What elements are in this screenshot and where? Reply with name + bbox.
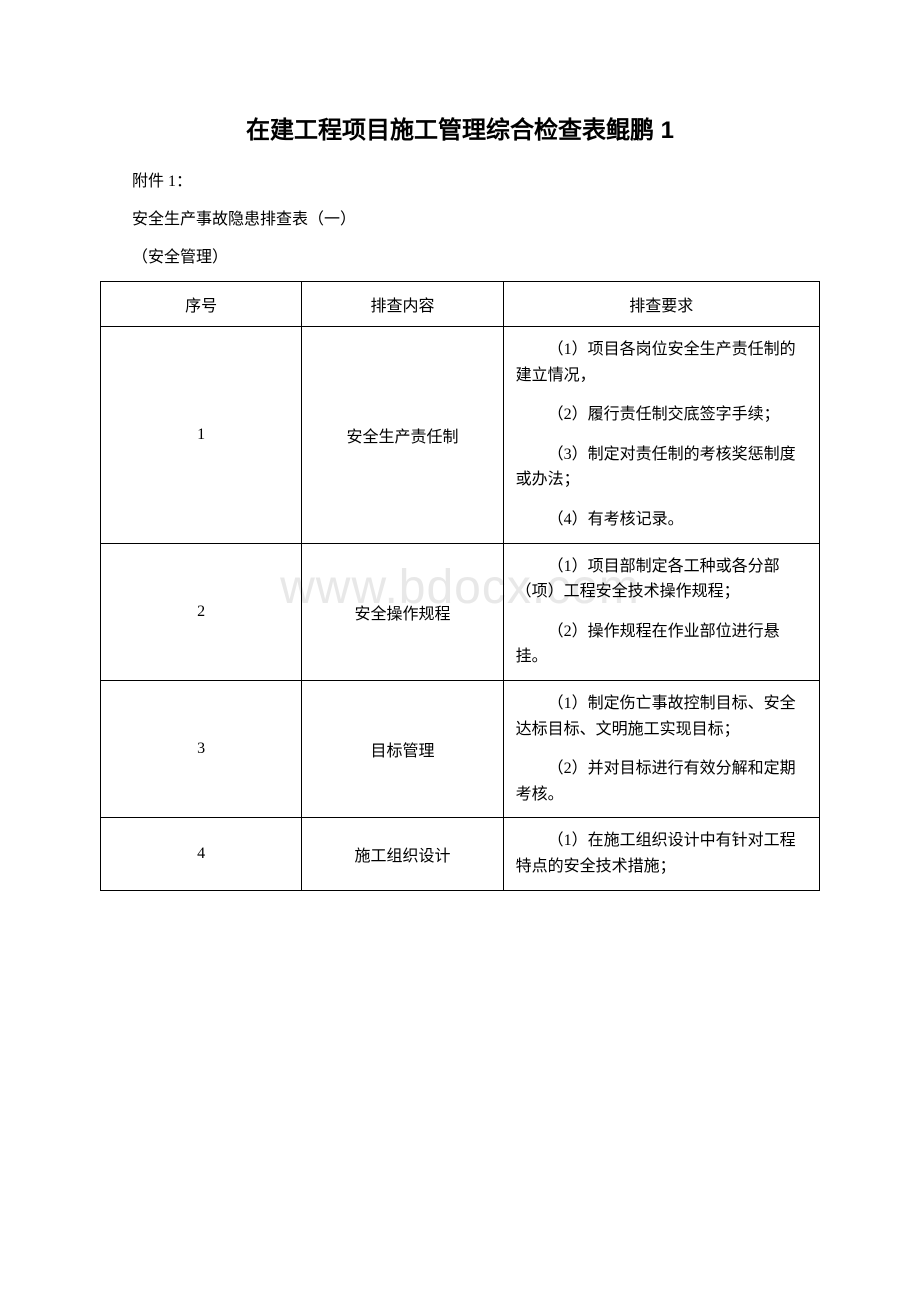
table-row: 3 目标管理 （1）制定伤亡事故控制目标、安全达标目标、文明施工实现目标； （2…: [101, 680, 820, 817]
requirement-item: （1）在施工组织设计中有针对工程特点的安全技术措施；: [516, 828, 807, 879]
header-requirement: 排查要求: [503, 282, 819, 327]
inspection-table: 序号 排查内容 排查要求 1 安全生产责任制 （1）项目各岗位安全生产责任制的建…: [100, 281, 820, 891]
table-row: 4 施工组织设计 （1）在施工组织设计中有针对工程特点的安全技术措施；: [101, 818, 820, 890]
table-row: 2 安全操作规程 （1）项目部制定各工种或各分部（项）工程安全技术操作规程； （…: [101, 543, 820, 680]
document-content: 在建工程项目施工管理综合检查表鲲鹏 1 附件 1： 安全生产事故隐患排查表（一）…: [100, 110, 820, 891]
requirement-item: （1）项目各岗位安全生产责任制的建立情况，: [516, 337, 807, 388]
row-number: 2: [101, 543, 302, 680]
row-number: 4: [101, 818, 302, 890]
row-requirements: （1）在施工组织设计中有针对工程特点的安全技术措施；: [503, 818, 819, 890]
header-content: 排查内容: [302, 282, 503, 327]
row-number: 3: [101, 680, 302, 817]
requirement-item: （2）操作规程在作业部位进行悬挂。: [516, 619, 807, 670]
requirement-item: （1）项目部制定各工种或各分部（项）工程安全技术操作规程；: [516, 554, 807, 605]
row-content: 安全生产责任制: [302, 327, 503, 544]
requirement-item: （2）并对目标进行有效分解和定期考核。: [516, 756, 807, 807]
row-number: 1: [101, 327, 302, 544]
requirement-item: （3）制定对责任制的考核奖惩制度或办法；: [516, 442, 807, 493]
row-content: 目标管理: [302, 680, 503, 817]
row-requirements: （1）制定伤亡事故控制目标、安全达标目标、文明施工实现目标； （2）并对目标进行…: [503, 680, 819, 817]
row-content: 安全操作规程: [302, 543, 503, 680]
header-number: 序号: [101, 282, 302, 327]
table-body: 1 安全生产责任制 （1）项目各岗位安全生产责任制的建立情况， （2）履行责任制…: [101, 327, 820, 891]
table-row: 1 安全生产责任制 （1）项目各岗位安全生产责任制的建立情况， （2）履行责任制…: [101, 327, 820, 544]
document-title: 在建工程项目施工管理综合检查表鲲鹏 1: [100, 110, 820, 145]
row-content: 施工组织设计: [302, 818, 503, 890]
requirement-item: （4）有考核记录。: [516, 507, 807, 533]
table-category: （安全管理）: [100, 243, 820, 267]
requirement-item: （2）履行责任制交底签字手续；: [516, 402, 807, 428]
requirement-item: （1）制定伤亡事故控制目标、安全达标目标、文明施工实现目标；: [516, 691, 807, 742]
attachment-label: 附件 1：: [100, 167, 820, 191]
table-subtitle: 安全生产事故隐患排查表（一）: [100, 205, 820, 229]
row-requirements: （1）项目各岗位安全生产责任制的建立情况， （2）履行责任制交底签字手续； （3…: [503, 327, 819, 544]
row-requirements: （1）项目部制定各工种或各分部（项）工程安全技术操作规程； （2）操作规程在作业…: [503, 543, 819, 680]
table-header-row: 序号 排查内容 排查要求: [101, 282, 820, 327]
